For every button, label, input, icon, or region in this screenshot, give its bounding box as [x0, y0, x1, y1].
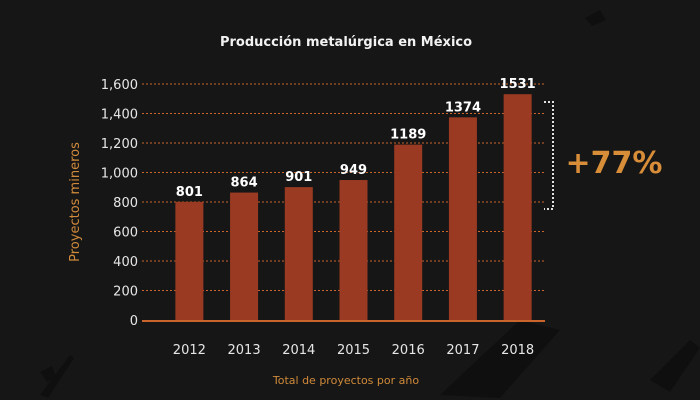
bar-2014	[284, 187, 313, 320]
x-axis-label: Total de proyectos por año	[272, 374, 419, 387]
bar-2012	[175, 201, 204, 320]
y-tick-label: 600	[113, 226, 138, 241]
bars	[175, 94, 532, 321]
data-label-2012: 801	[176, 185, 203, 200]
y-axis-ticks: 0 200 400 600 800 1,000 1,200 1,400 1,600	[101, 78, 138, 329]
data-label-2018: 1531	[500, 77, 536, 92]
x-tick-label-2012: 2012	[173, 343, 206, 358]
y-tick-label: 400	[113, 255, 138, 270]
x-tick-label-2014: 2014	[282, 343, 315, 358]
data-label-2017: 1374	[445, 100, 481, 115]
y-tick-label: 1,200	[101, 137, 138, 152]
data-label-2013: 864	[231, 176, 258, 191]
background-texture	[40, 10, 700, 398]
y-tick-label: 1,000	[101, 167, 138, 182]
x-tick-label-2015: 2015	[337, 343, 370, 358]
y-tick-label: 200	[113, 285, 138, 300]
bar-2016	[394, 144, 423, 320]
y-tick-label: 1,600	[101, 78, 138, 93]
y-tick-label: 800	[113, 196, 138, 211]
growth-bracket	[544, 101, 554, 210]
x-tick-label-2017: 2017	[446, 343, 479, 358]
y-tick-label: 0	[130, 314, 138, 329]
x-tick-label-2016: 2016	[392, 343, 425, 358]
y-tick-label: 1,400	[101, 108, 138, 123]
data-label-2016: 1189	[390, 128, 426, 143]
bar-2018	[503, 94, 532, 321]
bar-2017	[448, 117, 477, 321]
x-axis-ticks: 2012 2013 2014 2015 2016 2017 2018	[173, 343, 534, 358]
chart-title: Producción metalúrgica en México	[220, 35, 472, 50]
x-tick-label-2013: 2013	[228, 343, 261, 358]
data-labels: 801 864 901 949 1189 1374 1531	[176, 77, 536, 200]
bar-2015	[339, 180, 368, 320]
x-tick-label-2018: 2018	[501, 343, 534, 358]
y-axis-label: Proyectos mineros	[68, 142, 83, 262]
data-label-2015: 949	[340, 163, 367, 178]
bar-2013	[230, 192, 259, 320]
data-label-2014: 901	[285, 170, 312, 185]
growth-annotation: +77%	[566, 146, 663, 181]
